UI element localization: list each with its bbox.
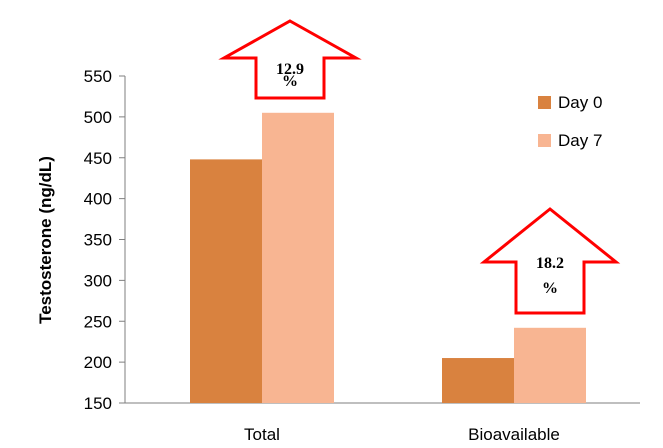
y-tick-label: 350 (84, 231, 112, 250)
y-tick-label: 400 (84, 190, 112, 209)
y-tick-label: 450 (84, 149, 112, 168)
legend: Day 0 Day 7 (538, 93, 602, 150)
y-tick-label: 250 (84, 312, 112, 331)
y-axis-label: Testosterone (ng/dL) (36, 156, 55, 324)
up-arrow-icon (479, 207, 621, 315)
legend-swatch-day-7 (538, 134, 551, 147)
y-tick-label: 300 (84, 271, 112, 290)
y-tick-label: 200 (84, 353, 112, 372)
legend-label-day-7: Day 7 (558, 131, 602, 150)
x-tick-label: Total (244, 425, 280, 444)
bar-total-day-7 (262, 112, 334, 403)
annotations: 12.9% 18.2% (218, 19, 621, 315)
legend-label-day-0: Day 0 (558, 93, 602, 112)
bar-total-day-0 (190, 159, 262, 403)
bar-bioavailable-day-0 (442, 358, 514, 403)
up-arrow-icon (218, 19, 362, 100)
annotation-value: 18.2 (536, 255, 564, 272)
y-tick-label: 550 (84, 67, 112, 86)
legend-swatch-day-0 (538, 96, 551, 109)
y-tick-label: 500 (84, 108, 112, 127)
bar-bioavailable-day-7 (514, 327, 586, 403)
annotation-percent: % (282, 73, 298, 90)
y-tick-label: 150 (84, 394, 112, 413)
x-tick-label: Bioavailable (468, 425, 560, 444)
annotation-value: 12.9 (276, 61, 304, 78)
annotation-percent: % (542, 280, 558, 297)
x-tick-labels: Total Bioavailable (244, 425, 560, 444)
y-ticks: 150 200 250 300 350 400 450 500 550 (84, 67, 125, 413)
bars (190, 112, 586, 403)
